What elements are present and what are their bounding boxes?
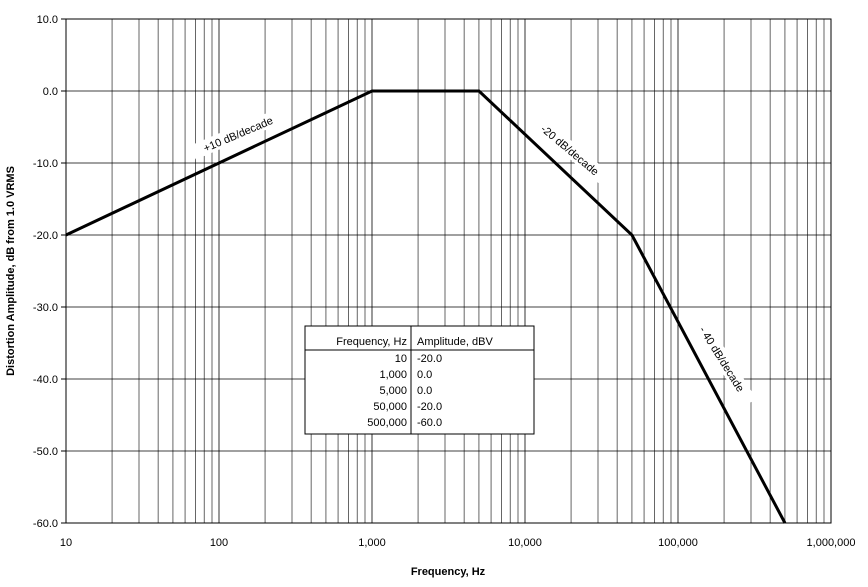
table-cell-amplitude: -20.0 [417,353,442,365]
plot-background [66,19,831,523]
x-tick-label: 1,000 [358,537,386,549]
table-cell-amplitude: 0.0 [417,385,432,397]
y-axis-title: Distortion Amplitude, dB from 1.0 VRMS [5,166,17,376]
data-table: Frequency, Hz Amplitude, dBV 10 -20.0 1,000 0… [304,325,535,435]
minor-gridlines [111,19,825,523]
table-cell-frequency: 50,000 [373,401,407,413]
x-tick-labels: 10 100 1,000 10,000 100,000 1,000,000 [60,537,856,549]
series-line [65,89,787,524]
x-tick-label: 10,000 [508,537,542,549]
table-cell-amplitude: -60.0 [417,417,442,429]
plot-frame [65,18,832,524]
annotation-background [527,112,613,187]
y-tick-label: -20.0 [33,230,58,242]
table-cell-frequency: 5,000 [379,385,407,397]
y-tick-label: -60.0 [33,518,58,530]
table-cell-frequency: 500,000 [367,417,407,429]
annotation-background [189,107,286,160]
table-cell-amplitude: -20.0 [417,401,442,413]
series-layer [65,89,787,524]
x-tick-label: 100 [210,537,228,549]
y-tick-label: -30.0 [33,302,58,314]
x-tick-label: 1,000,000 [807,537,856,549]
x-axis-title: Frequency, Hz [411,566,486,578]
annotation-background [688,310,757,407]
y-tick-label: -50.0 [33,446,58,458]
table-box [304,325,535,435]
table-cell-frequency: 1,000 [379,369,407,381]
y-tick-label: 10.0 [37,14,58,26]
table-header-frequency: Frequency, Hz [336,336,407,348]
y-tick-label: 0.0 [43,86,58,98]
table-cell-amplitude: 0.0 [417,369,432,381]
table-cell-frequency: 10 [395,353,407,365]
x-tick-label: 100,000 [658,537,698,549]
table-header-amplitude: Amplitude, dBV [417,336,493,348]
x-tick-label: 10 [60,537,72,549]
y-tick-labels: 10.0 0.0 -10.0 -20.0 -30.0 -40.0 -50.0 -60.0 [33,14,58,530]
y-tick-label: -40.0 [33,374,58,386]
y-tick-label: -10.0 [33,158,58,170]
